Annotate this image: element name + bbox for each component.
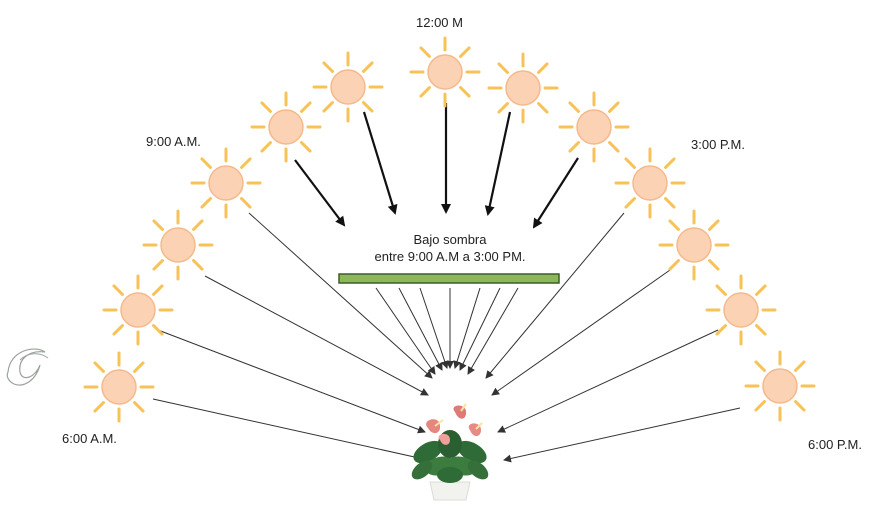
sun-icon: [142, 209, 214, 281]
indirect-light-arrow: [497, 329, 719, 433]
direct-sun-arrow: [294, 159, 346, 227]
sun-icon: [658, 209, 730, 281]
indirect-light-arrow: [503, 407, 741, 463]
shade-caption: Bajo sombra entre 9:00 A.M a 3:00 PM.: [355, 231, 545, 265]
under-shade-arrows: [375, 287, 519, 375]
indirect-light-arrow: [248, 212, 433, 379]
filtered-light-arrow: [375, 287, 436, 375]
sun-icon: [744, 350, 816, 422]
leaf-swirl-icon: [6, 348, 49, 386]
direct-sun-arrows: [294, 103, 579, 229]
sun-arc: [83, 36, 816, 423]
direct-sun-arrow: [362, 111, 398, 215]
shade-bar: [338, 273, 560, 284]
filtered-light-arrow: [467, 287, 519, 375]
direct-sun-arrow: [484, 111, 512, 216]
sun-icon: [190, 147, 262, 219]
time-label-nine-am: 9:00 A.M.: [146, 134, 201, 149]
time-label-three-pm: 3:00 P.M.: [691, 137, 745, 152]
time-label-six-pm: 6:00 P.M.: [808, 437, 862, 452]
sun-icon: [705, 274, 777, 346]
sun-icon: [487, 52, 559, 124]
indirect-light-arrow: [204, 275, 429, 396]
indirect-light-arrow: [485, 212, 625, 379]
time-label-noon: 12:00 M: [416, 15, 463, 30]
direct-sun-arrow: [532, 157, 579, 229]
filtered-light-arrow: [453, 287, 481, 369]
sun-icon: [614, 147, 686, 219]
sun-icon: [312, 51, 384, 123]
sun-icon: [83, 351, 155, 423]
time-label-six-am: 6:00 A.M.: [62, 431, 117, 446]
shade-caption-line2: entre 9:00 A.M a 3:00 PM.: [374, 249, 526, 264]
indirect-light-arrow: [157, 329, 426, 434]
sun-icon: [409, 36, 481, 108]
anthurium-plant-icon: [411, 403, 489, 501]
filtered-light-arrow: [398, 287, 443, 371]
indirect-light-arrows: [152, 212, 741, 463]
filtered-light-arrow: [419, 287, 449, 369]
shade-caption-line1: Bajo sombra: [413, 232, 487, 247]
sun-icon: [102, 274, 174, 346]
indirect-light-arrow: [491, 269, 671, 396]
indirect-light-arrow: [152, 398, 429, 463]
sun-icon: [250, 91, 322, 163]
filtered-light-arrow: [459, 287, 501, 371]
sun-icon: [558, 91, 630, 163]
